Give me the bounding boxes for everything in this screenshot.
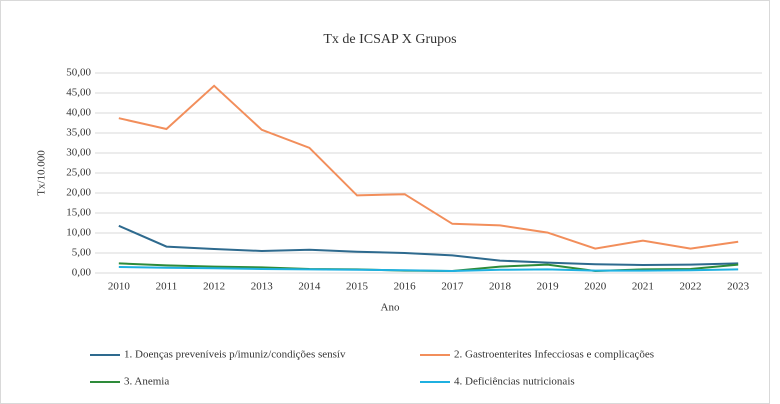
series-line: [118, 224, 739, 267]
x-tick-label: 2019: [537, 281, 560, 293]
y-axis-label: Tx/10.000: [36, 150, 48, 196]
y-tick-label: 5,00: [72, 247, 92, 259]
x-tick-label: 2015: [346, 281, 369, 293]
legend-label: 1. Doenças preveníveis p/imuniz/condiçõe…: [124, 349, 346, 361]
series-line: [118, 266, 739, 273]
legend-label: 4. Deficiências nutricionais: [454, 376, 575, 388]
legend-label: 3. Anemia: [124, 376, 169, 388]
y-tick-label: 40,00: [66, 107, 91, 119]
x-tick-label: 2014: [298, 281, 321, 293]
x-tick-label: 2012: [203, 281, 225, 293]
y-tick-label: 10,00: [66, 227, 91, 239]
y-tick-label: 30,00: [66, 147, 91, 159]
x-tick-label: 2010: [108, 281, 131, 293]
y-tick-label: 45,00: [66, 87, 91, 99]
x-axis-label: Ano: [381, 302, 400, 314]
y-tick-label: 20,00: [66, 187, 91, 199]
x-tick-label: 2018: [489, 281, 512, 293]
y-tick-label: 25,00: [66, 167, 91, 179]
x-tick-label: 2016: [394, 281, 417, 293]
x-tick-label: 2021: [632, 281, 654, 293]
y-tick-label: 50,00: [66, 67, 91, 79]
x-tick-label: 2022: [680, 281, 702, 293]
legend-label: 2. Gastroenterites Infecciosas e complic…: [454, 349, 654, 361]
x-tick-label: 2011: [156, 281, 178, 293]
series-line: [118, 84, 739, 250]
x-tick-label: 2020: [584, 281, 607, 293]
y-tick-label: 15,00: [66, 207, 91, 219]
chart-title: Tx de ICSAP X Grupos: [323, 32, 456, 47]
x-tick-label: 2013: [251, 281, 274, 293]
y-tick-label: 35,00: [66, 127, 91, 139]
x-tick-label: 2023: [727, 281, 750, 293]
x-tick-label: 2017: [441, 281, 464, 293]
y-tick-label: 0,00: [72, 267, 92, 279]
